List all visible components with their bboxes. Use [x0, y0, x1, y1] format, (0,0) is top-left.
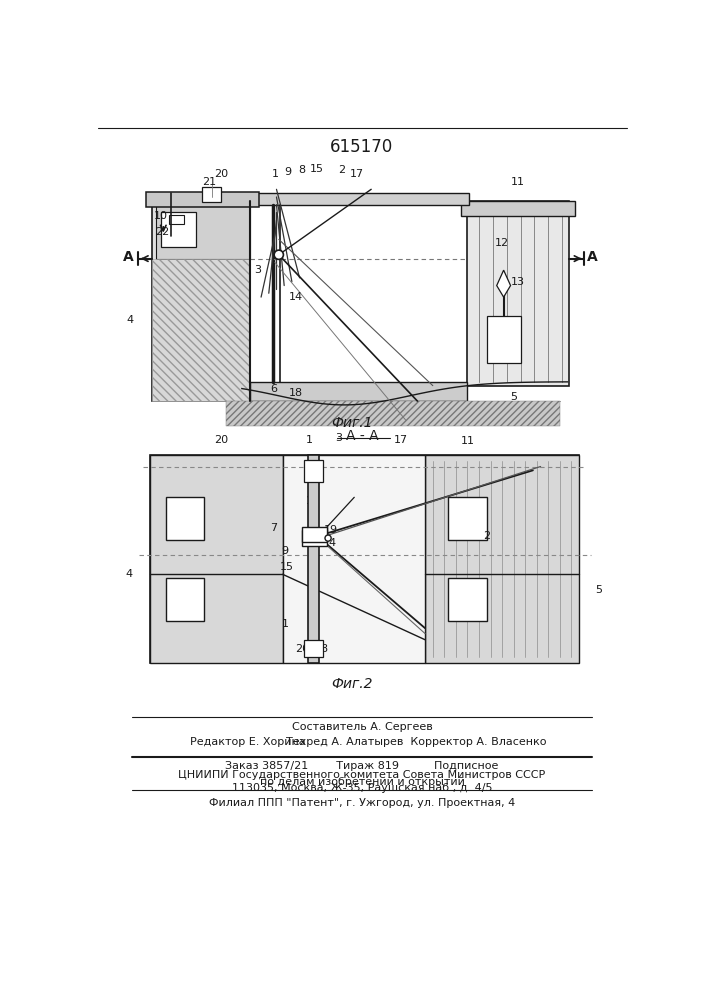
Text: ЦНИИПИ Государственного комитета Совета Министров СССР: ЦНИИПИ Государственного комитета Совета …	[178, 770, 546, 780]
Bar	[304, 640, 322, 657]
Text: 12: 12	[495, 238, 509, 248]
Text: 1: 1	[271, 169, 279, 179]
Text: 11: 11	[460, 436, 474, 446]
Text: Филиал ППП "Патент", г. Ужгород, ул. Проектная, 4: Филиал ППП "Патент", г. Ужгород, ул. Про…	[209, 798, 515, 808]
Text: 4: 4	[125, 569, 132, 579]
Text: A: A	[587, 250, 597, 264]
Text: 2: 2	[483, 531, 490, 541]
Text: 11: 11	[510, 177, 525, 187]
Text: 5: 5	[510, 392, 517, 402]
Text: 1: 1	[306, 435, 313, 445]
Bar	[467, 201, 569, 386]
Bar	[150, 455, 579, 663]
Text: 22: 22	[156, 227, 170, 237]
Text: 615170: 615170	[330, 138, 394, 156]
Bar	[248, 193, 469, 205]
Bar	[152, 201, 250, 401]
Bar	[152, 259, 250, 401]
Bar	[146, 192, 259, 207]
Text: 2: 2	[339, 165, 346, 175]
Text: 1: 1	[306, 496, 313, 506]
Bar	[448, 578, 486, 620]
Bar	[201, 187, 221, 202]
Bar	[226, 401, 560, 426]
Text: 4: 4	[127, 315, 134, 325]
Text: 15: 15	[279, 562, 293, 572]
Text: 20: 20	[214, 169, 228, 179]
Bar	[156, 205, 250, 259]
Text: 113035, Москва, Ж-35, Раушская наб., д. 4/5: 113035, Москва, Ж-35, Раушская наб., д. …	[232, 783, 492, 793]
Text: 17: 17	[393, 435, 407, 445]
Text: 7: 7	[270, 523, 277, 533]
Text: 8: 8	[308, 542, 315, 552]
Text: Техред А. Алатырев  Корректор А. Власенко: Техред А. Алатырев Корректор А. Власенко	[286, 737, 547, 747]
Text: 8: 8	[298, 165, 305, 175]
Text: 13: 13	[510, 277, 525, 287]
Bar	[302, 530, 327, 546]
Circle shape	[274, 250, 284, 259]
Text: 20: 20	[295, 644, 309, 654]
Bar	[302, 527, 327, 542]
Text: 15: 15	[310, 164, 325, 174]
Text: 18: 18	[288, 388, 303, 398]
Text: 10: 10	[154, 211, 168, 221]
Bar	[425, 455, 579, 663]
Text: 18: 18	[315, 644, 329, 654]
Polygon shape	[497, 270, 510, 297]
Text: 17: 17	[350, 169, 364, 179]
Text: 6: 6	[271, 384, 278, 394]
Bar	[461, 201, 575, 216]
Bar	[308, 455, 319, 663]
Bar	[161, 212, 196, 247]
Text: Фиг.1: Фиг.1	[331, 416, 373, 430]
Text: Фиг.2: Фиг.2	[331, 677, 373, 691]
Bar	[165, 578, 204, 620]
Text: Составитель А. Сергеев: Составитель А. Сергеев	[291, 722, 432, 732]
Bar	[283, 455, 425, 663]
Bar	[304, 460, 322, 482]
Text: А - А: А - А	[346, 429, 378, 443]
Text: 14: 14	[288, 292, 303, 302]
Bar	[448, 497, 486, 540]
Text: A: A	[123, 250, 134, 264]
Text: Редактор Е. Хорина: Редактор Е. Хорина	[190, 737, 306, 747]
Text: 3: 3	[335, 433, 342, 443]
Bar	[150, 455, 283, 663]
Circle shape	[325, 535, 331, 541]
Text: 21: 21	[202, 177, 216, 187]
Bar	[250, 382, 467, 401]
Text: 20: 20	[214, 435, 228, 445]
Text: 9: 9	[284, 167, 291, 177]
Bar	[486, 316, 521, 363]
Bar	[165, 497, 204, 540]
Text: по делам изобретений и открытий: по делам изобретений и открытий	[259, 777, 464, 787]
Text: 5: 5	[595, 585, 602, 595]
Text: 1: 1	[281, 619, 288, 629]
Text: 14: 14	[322, 538, 337, 548]
Text: 19: 19	[324, 525, 338, 535]
Text: 9: 9	[281, 546, 288, 556]
Text: 3: 3	[254, 265, 261, 275]
Bar	[169, 215, 184, 224]
Text: Заказ 3857/21        Тираж 819          Подписное: Заказ 3857/21 Тираж 819 Подписное	[226, 761, 498, 771]
